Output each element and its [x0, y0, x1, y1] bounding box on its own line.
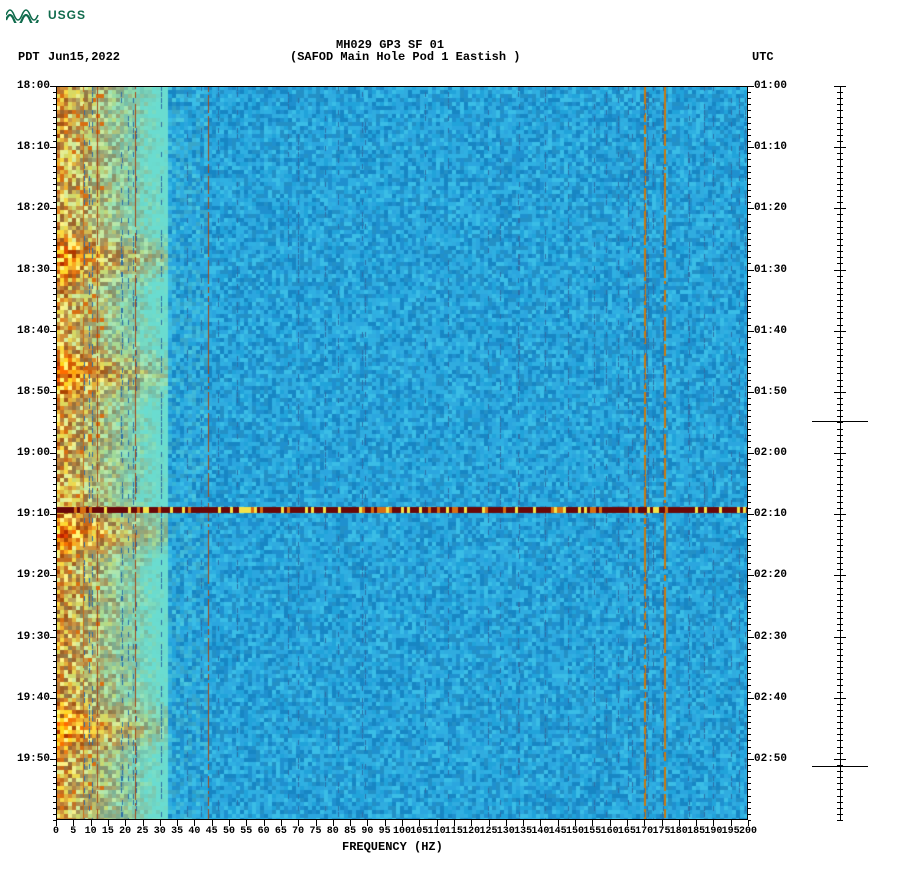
- ytick-left: 18:40: [10, 325, 50, 337]
- ytick-right: 01:20: [754, 202, 798, 214]
- ytick-left: 18:50: [10, 386, 50, 398]
- ytick-left-mark: [50, 514, 56, 515]
- ytick-left: 19:50: [10, 753, 50, 765]
- ytick-left-mark: [50, 147, 56, 148]
- ytick-right-mark: [748, 392, 754, 393]
- ytick-left: 19:40: [10, 692, 50, 704]
- ytick-right: 01:10: [754, 141, 798, 153]
- ytick-right-mark: [748, 208, 754, 209]
- ytick-left-mark: [50, 270, 56, 271]
- ytick-left: 18:30: [10, 264, 50, 276]
- ytick-right: 01:40: [754, 325, 798, 337]
- ytick-left: 19:10: [10, 508, 50, 520]
- ytick-right-mark: [748, 86, 754, 87]
- ytick-right-mark: [748, 270, 754, 271]
- ytick-left-mark: [50, 86, 56, 87]
- ytick-right: 01:00: [754, 80, 798, 92]
- spectrogram-canvas: [56, 86, 748, 820]
- ytick-left-mark: [50, 575, 56, 576]
- ytick-right-mark: [748, 453, 754, 454]
- ytick-right-mark: [748, 514, 754, 515]
- x-axis-title: FREQUENCY (HZ): [342, 840, 443, 854]
- ytick-left: 19:00: [10, 447, 50, 459]
- ytick-right: 02:20: [754, 569, 798, 581]
- ytick-left-mark: [50, 759, 56, 760]
- ytick-left-mark: [50, 208, 56, 209]
- date-label: Jun15,2022: [48, 50, 120, 64]
- pdt-label: PDT: [18, 50, 40, 64]
- ytick-left: 18:20: [10, 202, 50, 214]
- ytick-right: 01:50: [754, 386, 798, 398]
- ytick-right: 02:30: [754, 631, 798, 643]
- ytick-left-mark: [50, 392, 56, 393]
- secondary-axis-line: [840, 86, 841, 820]
- ytick-left-mark: [50, 331, 56, 332]
- event-marker-v: [840, 407, 841, 435]
- usgs-wave-icon: [6, 7, 42, 23]
- ytick-left: 19:30: [10, 631, 50, 643]
- ytick-left-mark: [50, 698, 56, 699]
- ytick-left: 18:00: [10, 80, 50, 92]
- ytick-right-mark: [748, 698, 754, 699]
- ytick-right-mark: [748, 637, 754, 638]
- xtick-label: 200: [736, 826, 760, 837]
- ytick-right: 02:00: [754, 447, 798, 459]
- ytick-right-mark: [748, 575, 754, 576]
- ytick-right-mark: [748, 331, 754, 332]
- usgs-logo: USGS: [6, 6, 86, 24]
- ytick-right: 02:10: [754, 508, 798, 520]
- utc-label: UTC: [752, 50, 774, 64]
- ytick-left-mark: [50, 637, 56, 638]
- ytick-left: 19:20: [10, 569, 50, 581]
- ytick-right: 02:50: [754, 753, 798, 765]
- ytick-right: 02:40: [754, 692, 798, 704]
- ytick-right-mark: [748, 759, 754, 760]
- event-marker-v: [840, 752, 841, 780]
- title-line2: (SAFOD Main Hole Pod 1 Eastish ): [290, 50, 520, 64]
- ytick-left-mark: [50, 453, 56, 454]
- ytick-right: 01:30: [754, 264, 798, 276]
- usgs-text: USGS: [48, 8, 86, 22]
- ytick-right-mark: [748, 147, 754, 148]
- ytick-left: 18:10: [10, 141, 50, 153]
